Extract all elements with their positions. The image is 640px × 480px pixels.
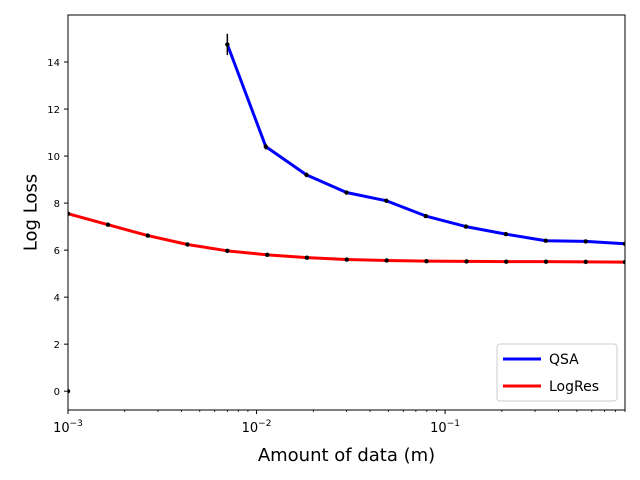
x-tick-label: 10−3 (53, 419, 83, 436)
data-point (503, 231, 509, 237)
y-tick-label: 12 (47, 105, 60, 116)
data-point (504, 259, 509, 264)
data-point (423, 213, 428, 219)
y-tick-label: 4 (54, 293, 60, 304)
y-tick-label: 14 (47, 58, 60, 69)
y-tick-label: 8 (54, 199, 60, 210)
data-point (225, 42, 230, 47)
x-tick-label: 10−1 (430, 419, 460, 436)
data-point (68, 388, 71, 394)
data-point (344, 257, 349, 262)
data-point (622, 241, 625, 246)
plot-area (68, 33, 625, 394)
data-point (622, 259, 625, 265)
data-point (583, 239, 588, 244)
x-axis: 10−3 10−2 10−1 (53, 410, 626, 436)
y-axis: 0 2 4 6 8 10 12 14 (47, 58, 68, 398)
series-line-logres (68, 212, 625, 264)
y-tick-label: 0 (54, 387, 60, 398)
legend-label-qsa: QSA (549, 352, 579, 368)
data-point (304, 255, 310, 260)
legend: QSA LogRes (496, 343, 618, 402)
y-tick-label: 10 (47, 152, 60, 163)
x-axis-label: Amount of data (m) (258, 445, 435, 466)
data-point (583, 259, 588, 265)
y-axis-label: Log Loss (20, 174, 41, 251)
y-tick-label: 2 (54, 340, 60, 351)
data-point (384, 258, 389, 263)
legend-label-logres: LogRes (549, 379, 599, 395)
data-point (543, 259, 549, 264)
data-point (344, 190, 349, 195)
x-tick-label: 10−2 (242, 419, 272, 436)
data-point (185, 242, 190, 247)
data-point (464, 259, 469, 264)
data-point (68, 211, 71, 216)
data-point (304, 172, 309, 178)
data-point (543, 238, 548, 243)
data-point (145, 233, 150, 238)
data-point (225, 248, 230, 254)
y-tick-label: 6 (54, 246, 60, 257)
data-point (105, 222, 111, 227)
data-point (463, 224, 469, 229)
data-point (265, 252, 270, 258)
data-point (384, 198, 389, 203)
data-point (263, 144, 269, 149)
data-point (424, 258, 429, 264)
